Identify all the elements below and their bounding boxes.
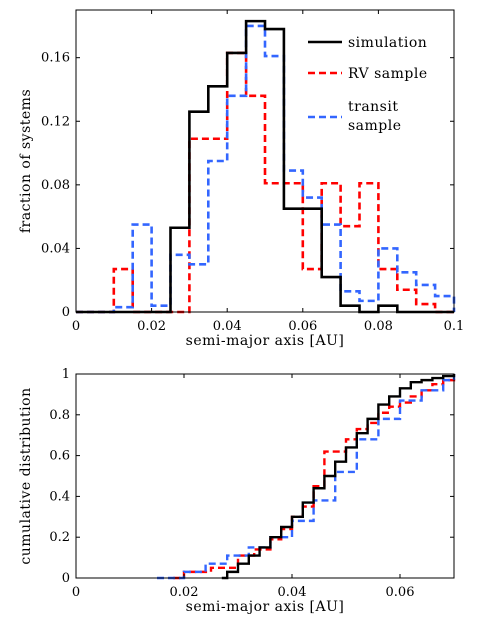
cdf-series-rv-sample bbox=[173, 374, 456, 580]
histogram-panel: 0 0.02 0.04 0.06 0.08 0.1 0 0.04 0.08 0.12 0.16 se… bbox=[18, 9, 465, 349]
x-tick-label: 0 bbox=[72, 585, 80, 600]
y-tick-label: 0.6 bbox=[49, 449, 70, 464]
cdf-ylabel: cumulative distribution bbox=[18, 387, 34, 564]
cdf-axes-frame bbox=[75, 373, 455, 579]
legend-label-sample: sample bbox=[348, 118, 402, 134]
y-tick-label: 0.2 bbox=[49, 530, 70, 545]
y-tick-label: 0.04 bbox=[41, 241, 70, 256]
x-tick-label: 0.1 bbox=[444, 319, 465, 334]
histogram-series-simulation bbox=[76, 19, 454, 314]
legend-label-simulation: simulation bbox=[348, 35, 427, 51]
y-tick-label: 0.12 bbox=[41, 114, 70, 129]
y-tick-label: 0 bbox=[62, 305, 70, 320]
y-tick-label: 0.16 bbox=[41, 51, 70, 66]
y-tick-label: 0.4 bbox=[49, 489, 70, 504]
x-tick-label: 0.06 bbox=[386, 585, 415, 600]
x-tick-label: 0.06 bbox=[288, 319, 317, 334]
histogram-axes-frame bbox=[75, 9, 455, 313]
x-tick-label: 0 bbox=[72, 319, 80, 334]
y-tick-label: 0 bbox=[62, 571, 70, 586]
histogram-series-transit-sample bbox=[76, 24, 456, 314]
legend-label-transit: transit bbox=[348, 99, 398, 115]
x-tick-label: 0.04 bbox=[213, 319, 242, 334]
cdf-panel: 0 0.02 0.04 0.06 0 0.2 0.4 0.6 0.8 1 semi-major a… bbox=[18, 367, 456, 615]
y-tick-label: 0.08 bbox=[41, 178, 70, 193]
y-tick-label: 1 bbox=[62, 367, 70, 382]
x-tick-label: 0.08 bbox=[364, 319, 393, 334]
x-tick-label: 0.02 bbox=[170, 585, 199, 600]
legend: simulation RV sample transit sample bbox=[308, 35, 428, 134]
y-tick-label: 0.8 bbox=[49, 408, 70, 423]
cdf-xlabel: semi-major axis [AU] bbox=[186, 599, 345, 615]
cdf-series-simulation bbox=[221, 374, 456, 580]
histogram-xlabel: semi-major axis [AU] bbox=[186, 333, 345, 349]
x-tick-label: 0.02 bbox=[137, 319, 166, 334]
legend-label-rv-sample: RV sample bbox=[348, 66, 428, 82]
x-tick-label: 0.04 bbox=[278, 585, 307, 600]
histogram-ylabel: fraction of systems bbox=[18, 89, 34, 233]
